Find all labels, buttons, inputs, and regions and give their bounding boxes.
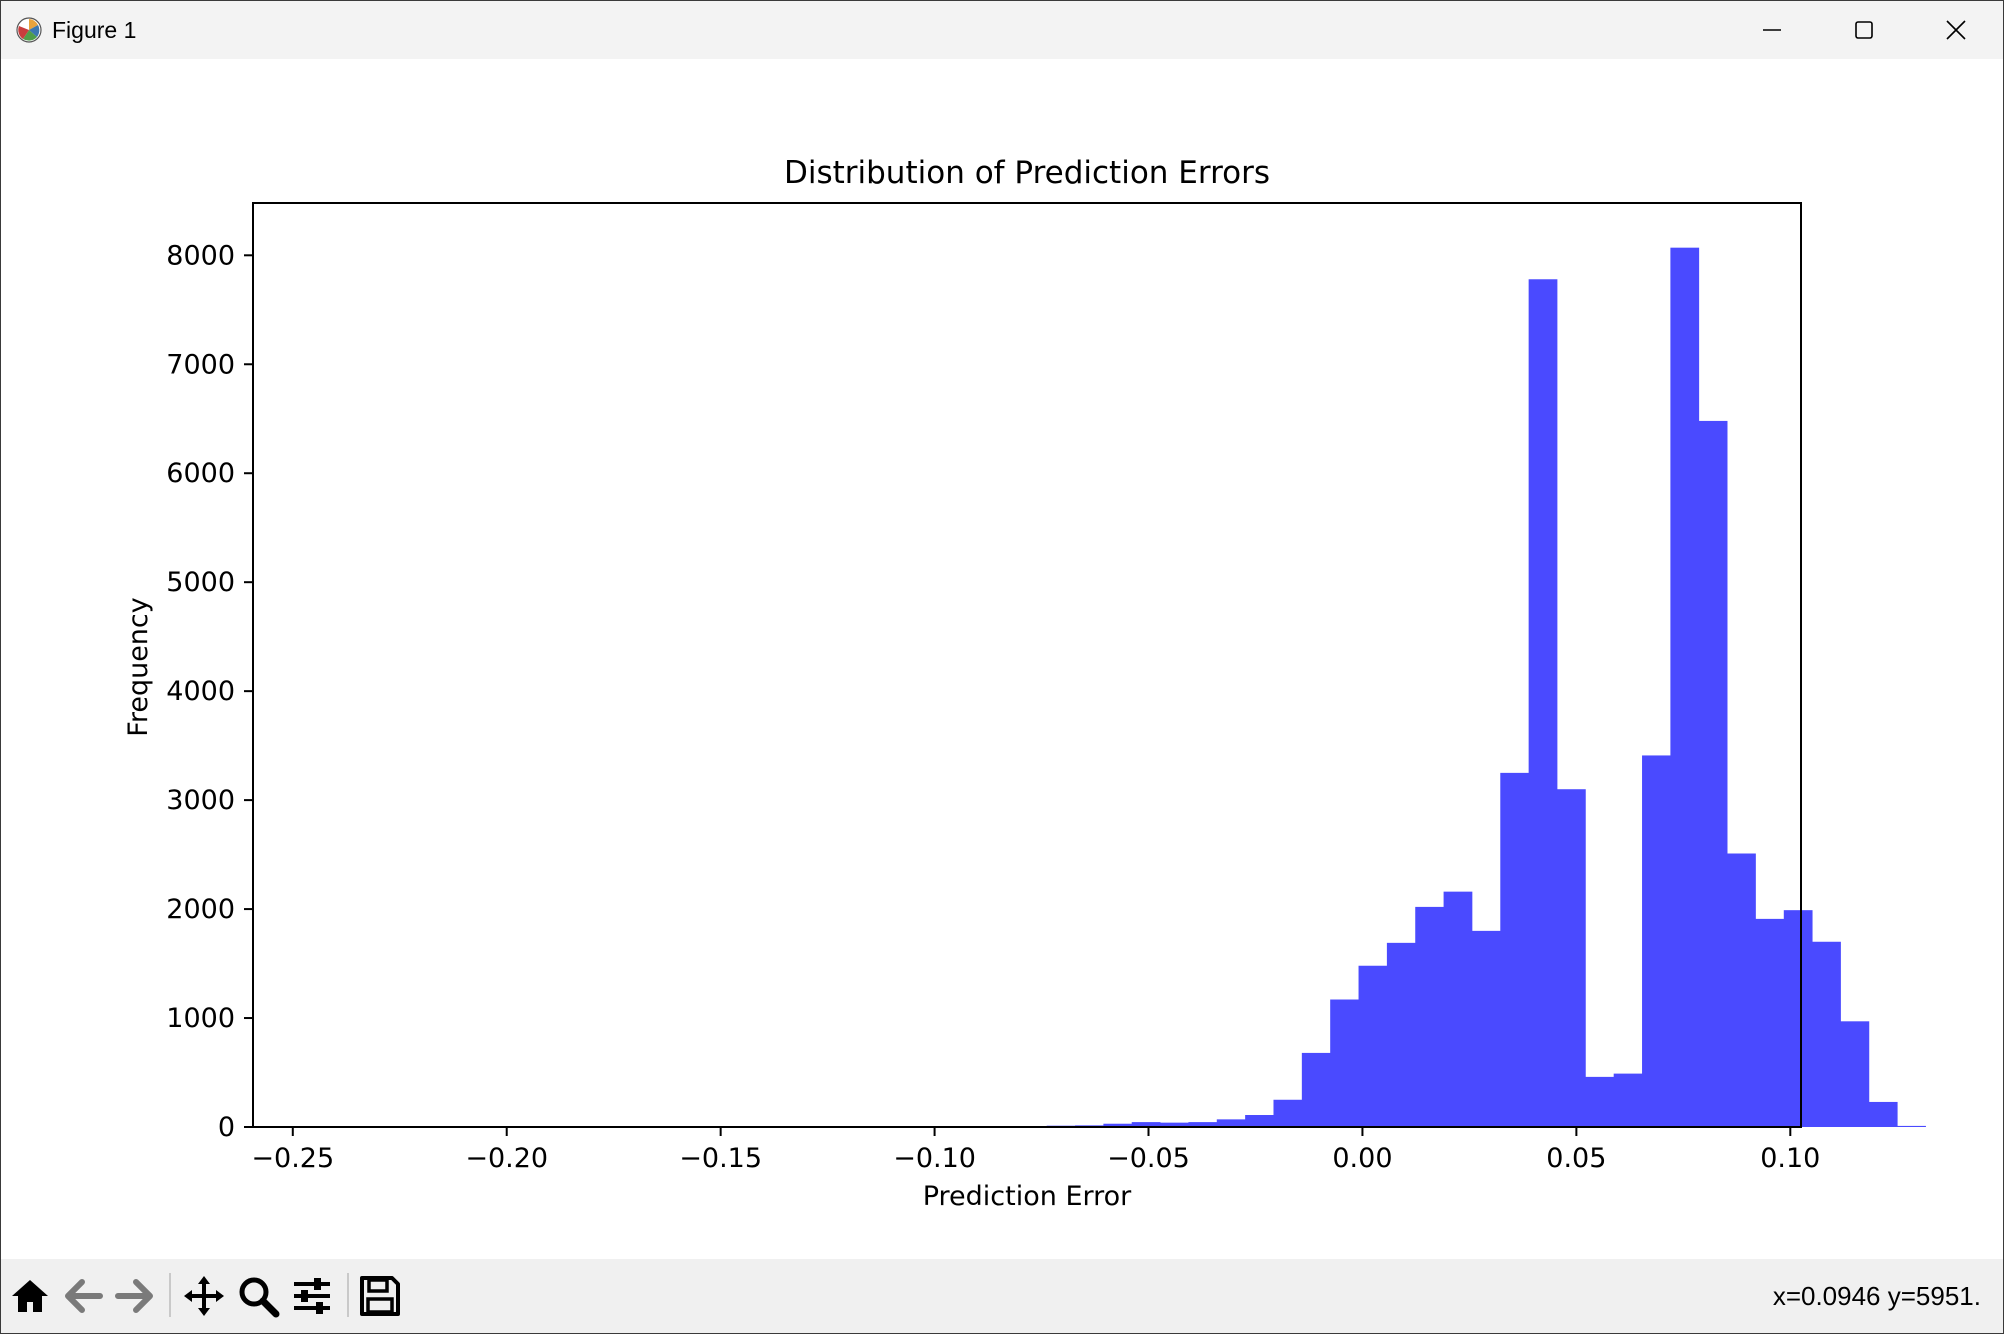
histogram-bar (1670, 247, 1700, 1128)
y-tick-label: 2000 (166, 894, 235, 925)
y-tick-label: 7000 (166, 349, 235, 380)
histogram-bar (1500, 772, 1530, 1127)
y-axis-label: Frequency (123, 597, 154, 737)
histogram-bar (1273, 1099, 1303, 1127)
save-button[interactable] (355, 1271, 405, 1321)
histogram-bar (1301, 1052, 1331, 1127)
histogram-bar (1188, 1122, 1218, 1127)
y-tick-label: 0 (218, 1112, 235, 1143)
histogram-chart: Distribution of Prediction Errors −0.25−… (123, 155, 1926, 1212)
histogram-bar (1330, 999, 1359, 1127)
y-tick-label: 4000 (166, 676, 235, 707)
histogram-bar (1131, 1122, 1161, 1127)
y-tick-label: 5000 (166, 567, 235, 598)
minimize-button[interactable] (1727, 1, 1817, 59)
x-tick-label: 0.10 (1760, 1143, 1820, 1174)
toolbar-separator (347, 1273, 349, 1317)
navigation-toolbar: x=0.0946 y=5951. (1, 1259, 2003, 1333)
pan-button[interactable] (179, 1271, 229, 1321)
histogram-bar (1812, 941, 1841, 1127)
histogram-bar (1103, 1123, 1133, 1127)
floppy-disk-icon (360, 1276, 400, 1316)
histogram-bar (1528, 279, 1558, 1127)
figure-canvas[interactable]: Distribution of Prediction Errors −0.25−… (1, 59, 2003, 1259)
maximize-button[interactable] (1819, 1, 1909, 59)
histogram-bar (1358, 965, 1388, 1127)
back-button[interactable] (59, 1271, 109, 1321)
x-tick-label: −0.15 (679, 1143, 762, 1174)
histogram-bar (1727, 853, 1756, 1127)
histogram-bar (1216, 1119, 1246, 1127)
histogram-bar (1755, 918, 1785, 1127)
sliders-icon (294, 1278, 330, 1314)
arrow-right-icon (115, 1279, 153, 1313)
x-axis-ticks: −0.25 −0.20 −0.15 −0.10 −0.05 0.00 0.05 0.10 (251, 1127, 1820, 1174)
title-bar[interactable]: Figure 1 (1, 1, 2003, 59)
window-title: Figure 1 (52, 17, 137, 43)
close-icon (1946, 20, 1966, 40)
histogram-bar (1698, 420, 1728, 1127)
maximize-icon (1855, 21, 1873, 39)
x-tick-label: 0.00 (1332, 1143, 1392, 1174)
matplotlib-icon (15, 16, 43, 44)
histogram-bar (1897, 1125, 1926, 1127)
home-icon (12, 1280, 48, 1312)
y-tick-label: 8000 (166, 240, 235, 271)
move-icon (184, 1276, 224, 1316)
histogram-bar (1783, 910, 1813, 1127)
plot-frame (252, 202, 1802, 1128)
y-tick-label: 6000 (166, 458, 235, 489)
home-button[interactable] (5, 1271, 55, 1321)
chart-title: Distribution of Prediction Errors (784, 155, 1270, 191)
x-tick-label: −0.20 (465, 1143, 548, 1174)
histogram-bar (1868, 1101, 1898, 1127)
histogram-bar (1471, 930, 1501, 1127)
x-axis-label: Prediction Error (923, 1181, 1132, 1212)
close-button[interactable] (1911, 1, 2001, 59)
histogram-bar (1556, 789, 1586, 1127)
histogram-bars (1046, 247, 1926, 1128)
histogram-bar (1415, 906, 1444, 1127)
x-tick-label: −0.05 (1107, 1143, 1190, 1174)
toolbar-separator (169, 1273, 171, 1317)
histogram-bar (1585, 1076, 1615, 1127)
y-tick-label: 3000 (166, 785, 235, 816)
minimize-icon (1763, 29, 1781, 31)
x-tick-label: 0.05 (1546, 1143, 1606, 1174)
y-axis-ticks: 0 1000 2000 3000 4000 5000 6000 7000 8000 (166, 240, 253, 1143)
histogram-bar (1840, 1021, 1870, 1127)
y-tick-label: 1000 (166, 1003, 235, 1034)
magnifier-icon (239, 1277, 280, 1318)
cursor-coordinates: x=0.0946 y=5951. (1772, 1281, 1981, 1311)
forward-button[interactable] (109, 1271, 159, 1321)
x-tick-label: −0.25 (251, 1143, 334, 1174)
configure-subplots-button[interactable] (287, 1271, 337, 1321)
arrow-left-icon (65, 1279, 103, 1313)
zoom-button[interactable] (233, 1271, 283, 1321)
x-tick-label: −0.10 (893, 1143, 976, 1174)
histogram-bar (1386, 942, 1416, 1127)
histogram-bar (1443, 891, 1473, 1127)
histogram-bar (1642, 755, 1671, 1127)
histogram-bar (1613, 1073, 1643, 1127)
histogram-bar (1160, 1122, 1189, 1127)
histogram-bar (1245, 1115, 1274, 1127)
